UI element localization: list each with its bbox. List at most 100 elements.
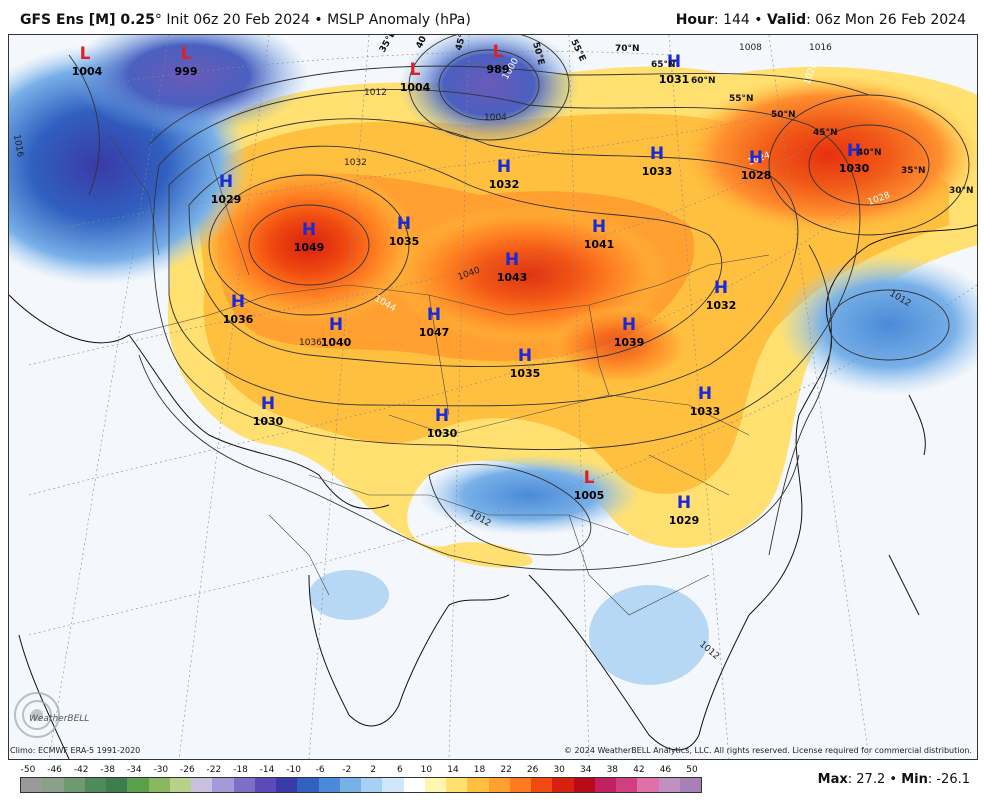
colorbar-swatch: [403, 778, 425, 792]
map-title: GFS Ens [M] 0.25° Init 06z 20 Feb 2024 •…: [20, 12, 471, 28]
svg-text:WeatherBELL: WeatherBELL: [29, 714, 89, 724]
svg-text:H: H: [427, 305, 441, 325]
colorbar-swatch: [63, 778, 85, 792]
colorbar-tick: -34: [126, 765, 142, 775]
isobar-label-1032: 1032: [344, 158, 367, 168]
init-time: Init 06z 20 Feb 2024: [166, 12, 310, 28]
colorbar-tick: -38: [100, 765, 116, 775]
isobar-label-1016-w: 1016: [11, 134, 25, 159]
colorbar-tick-labels: -50 -46 -42 -38 -34 -30 -26 -22 -18 -14 -10 -6 -2 2 6 1…: [20, 765, 700, 777]
svg-text:H: H: [497, 157, 511, 177]
model-name: GFS Ens [M] 0.25: [20, 12, 155, 28]
colorbar-tick: -50: [20, 765, 36, 775]
svg-text:1030: 1030: [427, 427, 458, 440]
max-anomaly-northeast: [679, 75, 977, 235]
lat-label: 55°N: [729, 94, 754, 104]
colorbar-tick: -6: [315, 765, 325, 775]
colorbar-swatch: [318, 778, 340, 792]
colorbar-tick: 34: [580, 765, 592, 775]
svg-text:H: H: [302, 220, 316, 240]
product-name: MSLP Anomaly (hPa): [327, 12, 471, 28]
lat-label: 30°N: [949, 186, 974, 196]
svg-text:1032: 1032: [489, 178, 520, 191]
anomaly-map: 1032 1044 1040 1036 1028 1024 1020 1016 …: [9, 35, 977, 759]
isobar-label-1012: 1012: [364, 88, 387, 98]
colorbar-swatch: [424, 778, 446, 792]
svg-text:1030: 1030: [253, 415, 284, 428]
colorbar-swatch: [148, 778, 170, 792]
svg-text:1041: 1041: [584, 238, 615, 251]
degree-symbol: °: [154, 12, 162, 28]
coastlines: [9, 224, 977, 759]
svg-text:1004: 1004: [400, 81, 431, 94]
svg-text:H: H: [505, 250, 519, 270]
colorbar-tick: -22: [206, 765, 222, 775]
copyright-note: © 2024 WeatherBELL Analytics, LLC. All r…: [564, 746, 972, 755]
svg-text:1004: 1004: [72, 65, 103, 78]
svg-text:H: H: [677, 493, 691, 513]
colorbar-tick: 46: [659, 765, 672, 775]
svg-text:H: H: [847, 141, 861, 161]
colorbar-swatch: [21, 778, 43, 792]
svg-text:1039: 1039: [614, 336, 645, 349]
latitude-labels: 70°N 65°N 60°N 55°N 50°N 45°N 40°N 35°N …: [615, 44, 974, 196]
colorbar-tick: 26: [526, 765, 539, 775]
isobars: [68, 35, 970, 571]
svg-text:H: H: [667, 52, 681, 72]
svg-text:999: 999: [175, 65, 198, 78]
isobar-label-1008: 1008: [739, 43, 762, 53]
colorbar-swatch: [127, 778, 149, 792]
colorbar-tick: 22: [500, 765, 512, 775]
svg-text:1033: 1033: [690, 405, 721, 418]
colorbar-swatch: [297, 778, 319, 792]
lat-label: 45°N: [813, 128, 838, 138]
max-min-readout: Max: 27.2 • Min: -26.1: [818, 772, 970, 787]
svg-text:L: L: [410, 60, 421, 80]
svg-text:H: H: [397, 214, 411, 234]
colorbar-swatch: [573, 778, 595, 792]
isobar-label-1016: 1016: [809, 43, 832, 53]
svg-text:L: L: [181, 44, 192, 64]
colorbar-swatch: [361, 778, 383, 792]
colorbar-swatch: [637, 778, 659, 792]
svg-text:1036: 1036: [223, 313, 254, 326]
lat-label: 70°N: [615, 44, 640, 54]
svg-text:1032: 1032: [706, 299, 737, 312]
svg-text:H: H: [329, 315, 343, 335]
colorbar-swatch: [233, 778, 255, 792]
lat-label: 65°N: [651, 60, 676, 70]
svg-text:1031: 1031: [659, 73, 690, 86]
header: GFS Ens [M] 0.25° Init 06z 20 Feb 2024 •…: [0, 0, 984, 34]
isobar-label-1036: 1036: [299, 338, 322, 348]
max-anomaly-west: [199, 165, 419, 325]
colorbar-tick: -18: [233, 765, 248, 775]
svg-text:1029: 1029: [669, 514, 700, 527]
colorbar-tick: 38: [606, 765, 619, 775]
negative-anomaly-india: [309, 570, 389, 620]
colorbar-swatch: [552, 778, 574, 792]
svg-text:H: H: [749, 148, 763, 168]
colorbar-swatch: [382, 778, 404, 792]
valid-bullet: •: [754, 12, 763, 28]
svg-text:H: H: [219, 172, 233, 192]
colorbar-tick: -26: [180, 765, 195, 775]
svg-text:L: L: [80, 44, 91, 64]
svg-text:1035: 1035: [510, 367, 541, 380]
colorbar-swatch: [679, 778, 701, 792]
colorbar-swatch: [658, 778, 680, 792]
svg-text:H: H: [698, 384, 712, 404]
colorbar-swatch: [488, 778, 510, 792]
